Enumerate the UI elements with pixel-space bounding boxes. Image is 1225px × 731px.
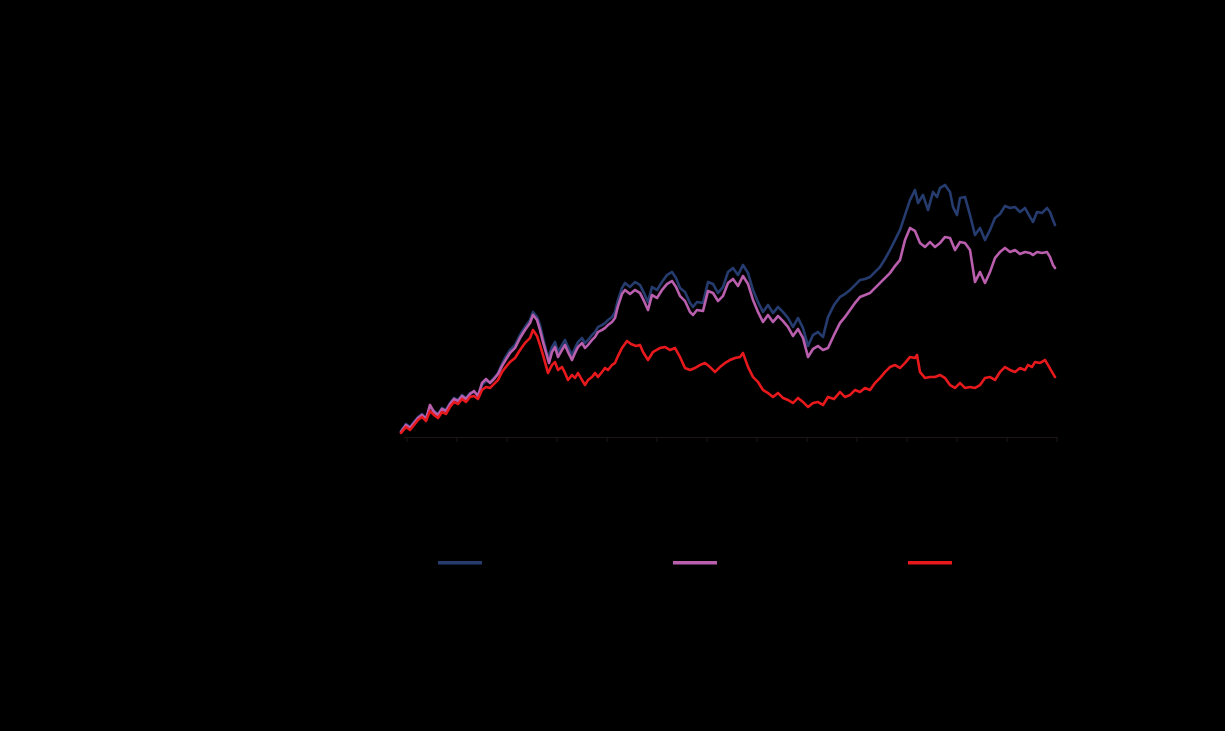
x-axis-group: [404, 437, 1058, 442]
legend-swatch-1: [438, 561, 482, 565]
series-lines-group: [399, 183, 1057, 435]
legend-group: [438, 561, 952, 565]
series-3-red-line: [399, 328, 1057, 435]
series-2-purple-line: [399, 226, 1057, 434]
legend-swatch-3: [908, 561, 952, 565]
series-1-navy-line: [399, 183, 1057, 433]
legend-swatch-2: [673, 561, 717, 565]
